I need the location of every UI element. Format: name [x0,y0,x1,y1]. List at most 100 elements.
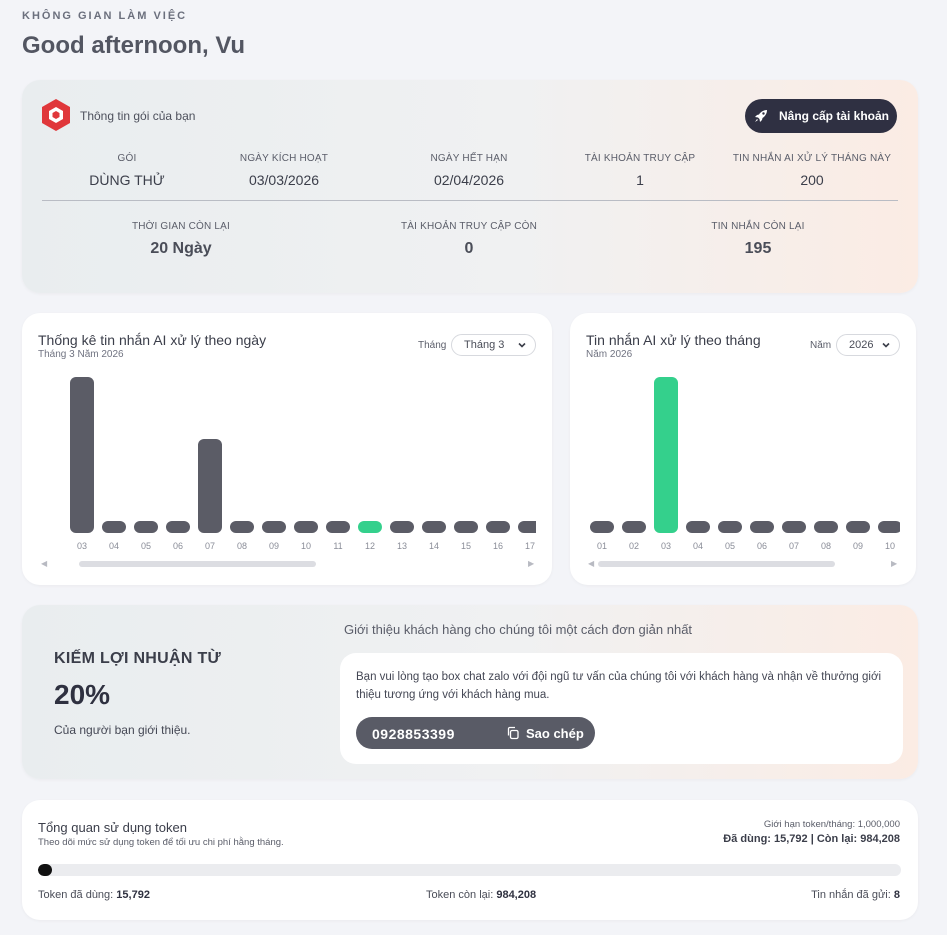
page-eyebrow: KHÔNG GIAN LÀM VIỆC [22,10,188,22]
chevron-down-icon [882,342,890,348]
referral-heading: KIẾM LỢI NHUẬN TỪ [54,650,222,667]
referral-phone-pill: 0928853399 Sao chép [356,717,595,749]
token-used-stat: Token đã dùng: 15,792 [38,889,150,901]
chart-bar[interactable] [390,521,414,533]
stat-value: 03/03/2026 [248,172,320,188]
chart-bar[interactable] [846,521,870,533]
chart-bar[interactable] [422,521,446,533]
chart-bar[interactable] [750,521,774,533]
stat-value: 1 [636,172,644,188]
chart-x-tick: 09 [852,541,863,551]
chart-bar[interactable] [878,521,900,533]
chart-x-tick: 04 [108,541,119,551]
token-remaining-value: 984,208 [496,889,537,901]
stat-label: GÓI [117,153,137,164]
scroll-left-icon[interactable]: ◀ [41,559,48,568]
chart-bar[interactable] [230,521,254,533]
chart-x-tick: 01 [596,541,607,551]
referral-percent: 20% [54,679,111,710]
token-progress-bar [38,864,901,876]
chart-bar[interactable] [358,521,382,533]
stat-value: 0 [464,240,474,257]
monthly-chart-title: Tin nhắn AI xử lý theo tháng [586,332,761,348]
chart-bar[interactable] [166,521,190,533]
chart-x-tick: 07 [788,541,799,551]
chart-bar[interactable] [102,521,126,533]
monthly-chart-plot: 01 02 03 04 05 06 07 08 09 10 [586,371,900,551]
stat-activation-date: NGÀY KÍCH HOẠT 03/03/2026 [219,153,349,188]
monthly-chart-subtitle: Năm 2026 [586,349,633,360]
chart-x-tick: 03 [76,541,87,551]
stat-messages-remaining: TIN NHẮN CÒN LẠI 195 [683,221,833,258]
chart-bar[interactable] [814,521,838,533]
copy-icon [507,726,519,740]
stat-value: DÙNG THỬ [89,172,165,188]
chart-x-tick: 06 [172,541,183,551]
chart-bar[interactable] [518,521,536,533]
copy-button[interactable]: Sao chép [506,723,584,743]
token-progress-fill [38,864,52,876]
chart-x-tick: 06 [756,541,767,551]
stat-ai-messages-month: TIN NHẮN AI XỬ LÝ THÁNG NÀY 200 [722,153,902,188]
monthly-chart-scrollbar[interactable] [598,561,835,567]
month-filter-label: Tháng [418,340,447,351]
chart-x-tick: 16 [492,541,503,551]
plan-divider [42,200,898,201]
stat-label: TIN NHẮN CÒN LẠI [711,221,805,232]
chart-bar[interactable] [782,521,806,533]
chart-x-tick: 07 [204,541,215,551]
token-usage-summary: Đã dùng: 15,792 | Còn lại: 984,208 [723,833,900,845]
scroll-right-icon[interactable]: ▶ [528,559,535,568]
stat-access-remaining: TÀI KHOẢN TRUY CẬP CÒN 0 [389,221,549,258]
upgrade-account-button[interactable]: Nâng cấp tài khoản [745,99,897,133]
scroll-left-icon[interactable]: ◀ [588,559,595,568]
token-title: Tổng quan sử dụng token [38,820,187,835]
chart-bar[interactable] [622,521,646,533]
upgrade-label: Nâng cấp tài khoản [778,109,890,123]
chart-bar[interactable] [294,521,318,533]
chart-bar[interactable] [590,521,614,533]
chart-x-tick: 08 [236,541,247,551]
messages-sent-label: Tin nhắn đã gửi: [811,889,891,901]
chart-bar[interactable] [198,439,222,533]
chart-bar[interactable] [486,521,510,533]
stat-label: NGÀY KÍCH HOẠT [239,153,329,164]
chart-bar[interactable] [686,521,710,533]
daily-chart-plot: 03040506070809101112131415161718 [38,371,536,551]
chart-bar[interactable] [718,521,742,533]
chart-x-tick: 15 [460,541,471,551]
month-select-value: Tháng 3 [464,339,505,351]
daily-chart-card: Thống kê tin nhắn AI xử lý theo ngày Thá… [22,313,552,585]
stat-access-accounts: TÀI KHOẢN TRUY CẬP 1 [565,153,715,188]
chart-bar[interactable] [70,377,94,533]
chart-x-tick: 04 [692,541,703,551]
scroll-right-icon[interactable]: ▶ [891,559,898,568]
chart-bar[interactable] [134,521,158,533]
chart-bar[interactable] [654,377,678,533]
chart-x-tick: 13 [396,541,407,551]
chart-x-tick: 05 [140,541,151,551]
daily-chart-scrollbar[interactable] [79,561,316,567]
chart-x-tick: 12 [364,541,375,551]
chart-bar[interactable] [326,521,350,533]
chart-bar[interactable] [262,521,286,533]
year-filter-label: Năm [810,340,832,351]
referral-title: Giới thiệu khách hàng cho chúng tôi một … [344,622,693,637]
token-usage-card: Tổng quan sử dụng token Theo dõi mức sử … [22,800,918,920]
stat-value: 200 [800,172,824,188]
stat-value: 20 Ngày [150,240,212,257]
chart-x-tick: 05 [724,541,735,551]
token-used-value: 15,792 [116,889,150,901]
token-remaining-label: Token còn lại: [426,889,494,901]
stat-label: NGÀY HẾT HẠN [430,153,508,164]
year-select-value: 2026 [849,339,874,351]
token-subtitle: Theo dõi mức sử dụng token để tối ưu chi… [38,837,284,848]
chart-bar[interactable] [454,521,478,533]
year-select[interactable]: 2026 [836,334,900,356]
plan-caption: Thông tin gói của bạn [80,109,196,123]
month-select[interactable]: Tháng 3 [451,334,536,356]
monthly-chart-card: Tin nhắn AI xử lý theo tháng Năm 2026 Nă… [570,313,916,585]
chart-x-tick: 02 [628,541,639,551]
messages-sent-stat: Tin nhắn đã gửi: 8 [811,889,900,901]
chart-x-tick: 03 [660,541,671,551]
